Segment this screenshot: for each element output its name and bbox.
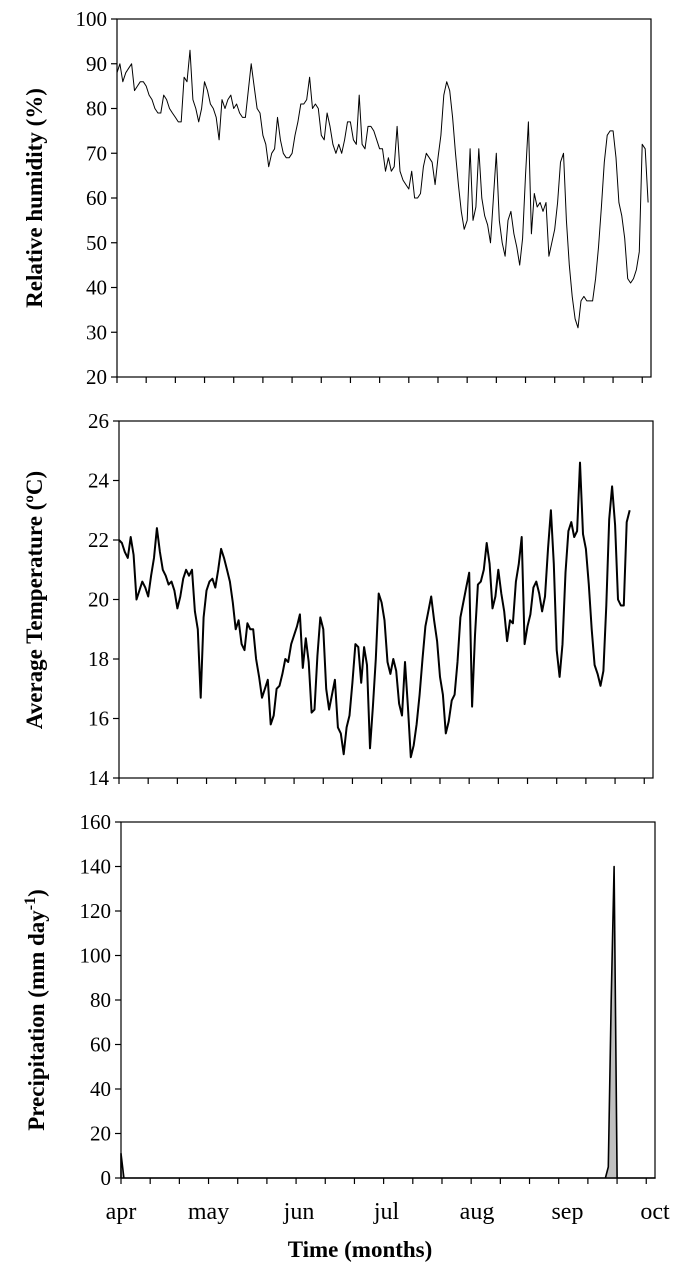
month-label: oct — [640, 1199, 670, 1225]
y-tick-label: 80 — [86, 97, 107, 121]
x-ticks — [120, 1178, 647, 1184]
month-labels: apr may jun jul aug sep oct — [106, 1199, 670, 1225]
y-tick-label: 22 — [88, 528, 109, 552]
y-tick-label: 80 — [90, 988, 111, 1012]
y-tick-label: 14 — [88, 766, 110, 790]
y-axis-title-close: ) — [24, 889, 49, 897]
plot-frame — [116, 18, 652, 378]
y-tick-label: 20 — [86, 365, 107, 389]
plot-frame — [118, 420, 654, 779]
month-label: jul — [373, 1199, 400, 1225]
y-tick-label: 60 — [86, 186, 107, 210]
y-tick-label: 20 — [88, 588, 109, 612]
series-group — [120, 865, 656, 1179]
y-tick-label: 90 — [86, 52, 107, 76]
y-axis-title: Relative humidity (%) — [22, 88, 47, 308]
y-tick-label: 70 — [86, 141, 107, 165]
y-tick-label: 24 — [88, 469, 110, 493]
y-tick-label: 60 — [90, 1033, 111, 1057]
y-tick-label: 40 — [90, 1077, 111, 1101]
panel-humidity: 20 30 40 50 60 70 80 90 100 Relative humidity (%… — [22, 7, 652, 389]
month-label: jun — [283, 1199, 315, 1225]
y-tick-label: 100 — [76, 7, 108, 31]
month-label: apr — [106, 1199, 137, 1225]
series-area — [120, 865, 656, 1179]
y-tick-label: 120 — [80, 899, 112, 923]
y-tick-label: 16 — [88, 707, 109, 731]
y-axis-title-superscript: -1 — [22, 897, 39, 910]
series-line — [116, 49, 649, 329]
y-ticks: 20 30 40 50 60 70 80 90 100 — [76, 7, 117, 389]
month-label: aug — [460, 1199, 495, 1225]
y-tick-label: 0 — [101, 1166, 112, 1190]
y-tick-label: 18 — [88, 647, 109, 671]
y-tick-label: 140 — [80, 855, 112, 879]
series-group — [118, 461, 631, 759]
x-ticks — [118, 778, 645, 784]
y-tick-label: 40 — [86, 276, 107, 300]
y-ticks: 0 20 40 60 80 100 120 140 160 — [80, 810, 121, 1190]
panel-precipitation: 0 20 40 60 80 100 120 140 160 Precipitation (mm … — [22, 810, 656, 1190]
series-group — [116, 49, 649, 329]
y-tick-label: 26 — [88, 409, 109, 433]
month-label: may — [188, 1199, 229, 1225]
x-ticks — [116, 377, 643, 383]
panel-temperature: 14 16 18 20 22 24 26 Average Temperature (ºC) — [22, 409, 654, 790]
y-axis-title: Average Temperature (ºC) — [22, 471, 47, 729]
y-tick-label: 50 — [86, 231, 107, 255]
series-line — [118, 461, 631, 759]
y-tick-label: 30 — [86, 320, 107, 344]
y-axis-title-main: Precipitation (mm day — [24, 910, 49, 1131]
y-tick-label: 100 — [80, 944, 112, 968]
y-ticks: 14 16 18 20 22 24 26 — [88, 409, 119, 790]
y-axis-title: Precipitation (mm day-1) — [22, 889, 49, 1131]
month-label: sep — [551, 1199, 583, 1225]
plot-frame — [120, 821, 656, 1179]
y-tick-label: 20 — [90, 1122, 111, 1146]
x-axis-title: Time (months) — [288, 1237, 433, 1262]
y-tick-label: 160 — [80, 810, 112, 834]
